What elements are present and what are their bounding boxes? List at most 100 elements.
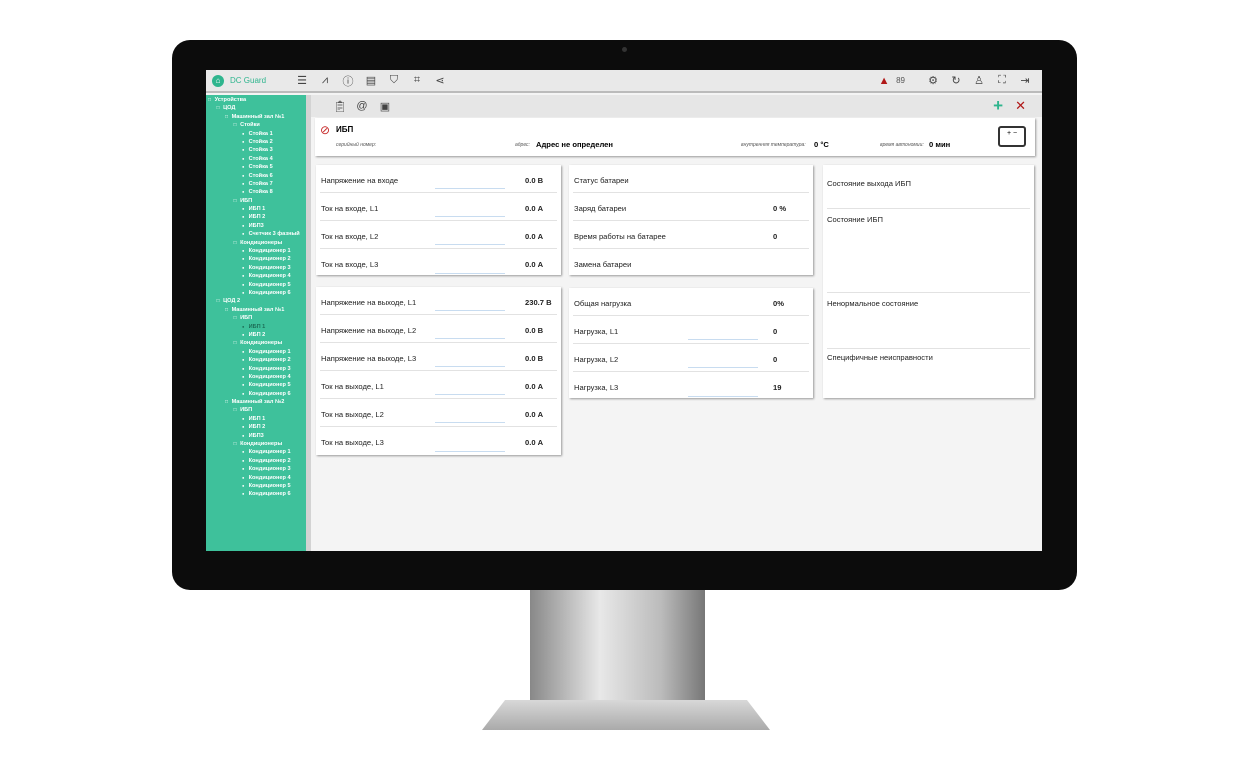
- tree-item[interactable]: □ Кондиционеры: [206, 339, 306, 347]
- tree-item[interactable]: ● Кондиционер 6: [206, 490, 306, 498]
- bullet-icon: ●: [242, 424, 245, 430]
- metric-row[interactable]: Напряжение на выходе, L1 230.7 В: [320, 287, 557, 315]
- tree-item-label: Стойка 4: [248, 155, 273, 162]
- tree-item[interactable]: ● Стойка 4: [206, 155, 306, 163]
- tree-item[interactable]: ● Кондиционер 1: [206, 247, 306, 255]
- alarm-count[interactable]: 89: [896, 76, 905, 85]
- close-button[interactable]: ✕: [1015, 98, 1026, 113]
- metric-row[interactable]: Напряжение на входе 0.0 В: [320, 165, 557, 193]
- tree-item[interactable]: ● Кондиционер 6: [206, 390, 306, 398]
- tree-item[interactable]: ● Кондиционер 5: [206, 281, 306, 289]
- tree-item[interactable]: ● ИБП3: [206, 222, 306, 230]
- tree-item[interactable]: ● Стойка 6: [206, 172, 306, 180]
- metric-value: 0: [773, 355, 778, 364]
- metric-row[interactable]: Нагрузка, L3 19: [573, 372, 809, 400]
- chart-icon[interactable]: ⩘: [321, 74, 329, 86]
- add-button[interactable]: +: [993, 96, 1004, 115]
- tree-item[interactable]: ● Кондиционер 3: [206, 264, 306, 272]
- metric-row[interactable]: Ток на выходе, L1 0.0 А: [320, 371, 557, 399]
- tree-item-label: Кондиционеры: [240, 239, 283, 246]
- tree-item[interactable]: ● Кондиционер 3: [206, 465, 306, 473]
- tree-item[interactable]: □ Машинный зал №1: [206, 306, 306, 314]
- tree-item[interactable]: ● Стойка 1: [206, 130, 306, 138]
- tree-item[interactable]: ● ИБП 1: [206, 323, 306, 331]
- at-icon[interactable]: @: [356, 100, 368, 112]
- tree-item[interactable]: ● Кондиционер 2: [206, 255, 306, 263]
- tree-item[interactable]: ● Кондиционер 6: [206, 289, 306, 297]
- metric-row[interactable]: Нагрузка, L1 0: [573, 316, 809, 344]
- tree-item[interactable]: ● ИБП 2: [206, 213, 306, 221]
- tree-item[interactable]: ● Кондиционер 4: [206, 474, 306, 482]
- tree-item[interactable]: ● ИБП3: [206, 432, 306, 440]
- metric-row[interactable]: Ток на выходе, L2 0.0 А: [320, 399, 557, 427]
- tree-item[interactable]: ● ИБП 1: [206, 415, 306, 423]
- bullet-icon: ●: [242, 231, 245, 237]
- tree-item[interactable]: ● Стойка 5: [206, 163, 306, 171]
- device-settings-icon[interactable]: ⚙: [928, 75, 938, 87]
- tree-item[interactable]: ● Кондиционер 2: [206, 356, 306, 364]
- tree-item[interactable]: ● Кондиционер 4: [206, 272, 306, 280]
- metric-row[interactable]: Нагрузка, L2 0: [573, 344, 809, 372]
- monitor-icon[interactable]: ▣: [379, 100, 391, 113]
- tree-item[interactable]: ● ИБП 2: [206, 331, 306, 339]
- metric-row[interactable]: Ток на входе, L3 0.0 А: [320, 249, 557, 277]
- metric-row[interactable]: Ток на входе, L2 0.0 А: [320, 221, 557, 249]
- tree-item[interactable]: ● Кондиционер 5: [206, 482, 306, 490]
- share-icon[interactable]: ⋖: [435, 75, 445, 87]
- tree-item-label: ИБП: [240, 407, 253, 414]
- metric-row[interactable]: Замена батареи: [573, 249, 809, 277]
- tree-item[interactable]: ● Кондиционер 5: [206, 381, 306, 389]
- tree-item[interactable]: ● Кондиционер 1: [206, 348, 306, 356]
- logout-icon[interactable]: ⇥: [1020, 75, 1030, 87]
- metric-row[interactable]: Ток на выходе, L3 0.0 А: [320, 427, 557, 455]
- sidebar-resize-handle[interactable]: [306, 95, 311, 551]
- tree-item-label: Кондиционер 4: [248, 474, 291, 481]
- user-icon[interactable]: ♙: [974, 75, 984, 87]
- tree-item[interactable]: □ Машинный зал №1: [206, 113, 306, 121]
- bullet-icon: ●: [242, 147, 245, 153]
- tree-item[interactable]: □ ИБП: [206, 197, 306, 205]
- tree-item[interactable]: ● ИБП 1: [206, 205, 306, 213]
- metric-row[interactable]: Время работы на батарее 0: [573, 221, 809, 249]
- tree-item-label: ИБП 2: [248, 214, 266, 221]
- clipboard-icon[interactable]: 📋︎: [333, 100, 347, 113]
- tree-item[interactable]: □ ЦОД: [206, 104, 306, 112]
- tree-item-label: ИБП3: [248, 432, 264, 439]
- tree-item[interactable]: □ Устройства: [206, 96, 306, 104]
- tree-item[interactable]: ● Стойка 2: [206, 138, 306, 146]
- alarm-icon[interactable]: ▲: [878, 74, 890, 87]
- metric-row[interactable]: Ток на входе, L1 0.0 А: [320, 193, 557, 221]
- tree-item[interactable]: ● Кондиционер 2: [206, 457, 306, 465]
- tree-item[interactable]: ● Кондиционер 1: [206, 448, 306, 456]
- sparkline: [688, 367, 758, 368]
- metric-row[interactable]: Общая нагрузка 0%: [573, 288, 809, 316]
- tree-item-label: Кондиционер 1: [248, 348, 291, 355]
- status-row: Ненормальное состояние: [827, 293, 1030, 349]
- racks-icon[interactable]: ☰: [297, 75, 307, 87]
- scan-icon[interactable]: ⌗: [413, 74, 421, 86]
- tree-item[interactable]: ● Кондиционер 3: [206, 365, 306, 373]
- metric-row[interactable]: Напряжение на выходе, L2 0.0 В: [320, 315, 557, 343]
- tree-item[interactable]: □ Кондиционеры: [206, 239, 306, 247]
- metric-row[interactable]: Напряжение на выходе, L3 0.0 В: [320, 343, 557, 371]
- tree-item[interactable]: ● Счетчик 3 фазный: [206, 230, 306, 238]
- alert-icon[interactable]: ⓘ: [342, 75, 354, 88]
- tree-item[interactable]: □ Машинный зал №2: [206, 398, 306, 406]
- tree-item[interactable]: □ ЦОД 2: [206, 297, 306, 305]
- bullet-icon: ●: [242, 273, 245, 279]
- tree-item[interactable]: □ Кондиционеры: [206, 440, 306, 448]
- tree-item[interactable]: ● Стойка 7: [206, 180, 306, 188]
- metric-row[interactable]: Статус батареи: [573, 165, 809, 193]
- tree-item[interactable]: □ ИБП: [206, 406, 306, 414]
- tree-item[interactable]: ● Стойка 3: [206, 146, 306, 154]
- refresh-icon[interactable]: ↻: [951, 75, 961, 87]
- tree-item[interactable]: ● Стойка 8: [206, 188, 306, 196]
- tree-item[interactable]: ● ИБП 2: [206, 423, 306, 431]
- tree-item[interactable]: ● Кондиционер 4: [206, 373, 306, 381]
- metric-row[interactable]: Заряд батареи 0 %: [573, 193, 809, 221]
- report-icon[interactable]: ▤: [365, 75, 377, 87]
- fullscreen-icon[interactable]: ⛶: [998, 74, 1006, 86]
- shield-icon[interactable]: ⛉: [389, 74, 399, 86]
- tree-item[interactable]: □ ИБП: [206, 314, 306, 322]
- tree-item[interactable]: □ Стойки: [206, 121, 306, 129]
